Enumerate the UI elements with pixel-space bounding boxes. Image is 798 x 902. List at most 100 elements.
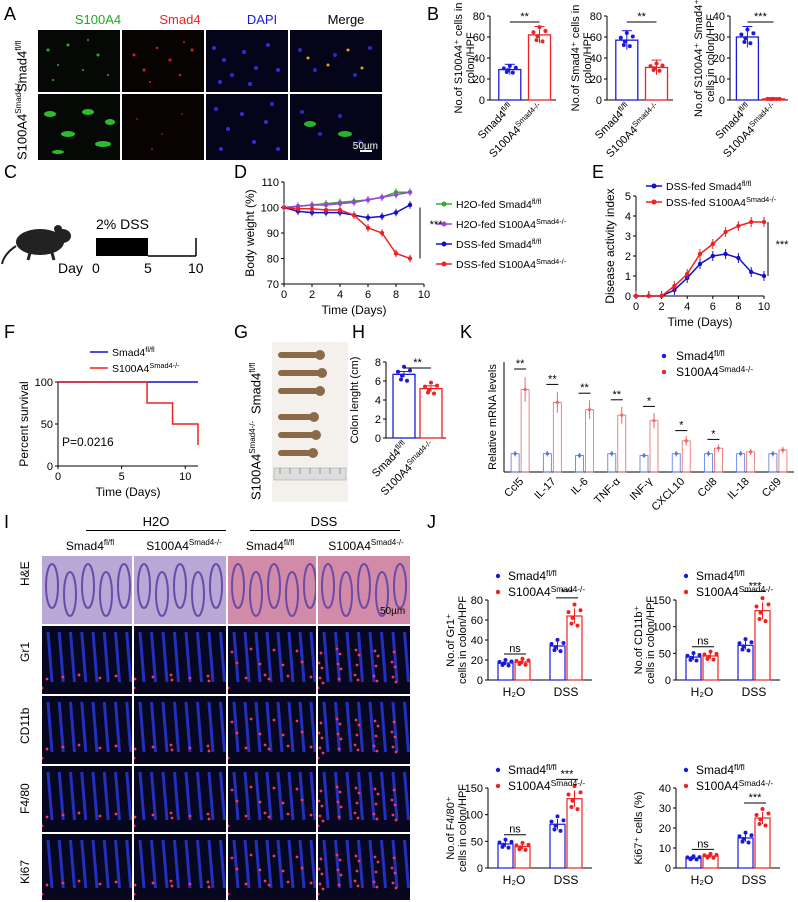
stained-cell (98, 676, 102, 680)
histology-ki67-col1 (42, 834, 132, 900)
chart-e-point (749, 269, 754, 275)
colon-row-label-flfl: Smad4fl/fl (248, 346, 268, 416)
col-label-i-3-base: Smad4 (245, 539, 284, 553)
chart-d-series-line (283, 191, 411, 209)
dss-treatment-bar (96, 238, 148, 256)
crypt-nuclei (334, 631, 341, 683)
chart-j1-legend-label-sup: Smad4-/- (551, 584, 586, 594)
stained-cell (230, 650, 234, 654)
chart-j1-point (514, 658, 519, 663)
chart-b3-sig: *** (754, 11, 768, 23)
stained-cell (309, 813, 313, 817)
chart-d-point (407, 202, 413, 208)
crypt-nuclei (322, 631, 330, 683)
crypt-nuclei (403, 631, 410, 683)
chart-e-point (697, 261, 703, 267)
histology-gr1-col3 (228, 626, 316, 694)
chart-j3-point (514, 843, 519, 848)
chart-j4-legend-marker (683, 783, 689, 789)
histology-he-col3 (228, 556, 316, 624)
chart-j4-point (685, 855, 690, 860)
crypt-nuclei (243, 701, 251, 753)
chart-j3-bar (566, 798, 583, 869)
chart-d-ytick-label: 70 (267, 279, 279, 291)
histology-cd11b-col4 (318, 696, 410, 764)
chart-f-legend-label-base: S100A4 (112, 363, 150, 375)
chart-j1-ytick-label: 0 (477, 675, 483, 687)
histology-speckle (134, 631, 226, 690)
crypt-nuclei (69, 701, 76, 753)
micrograph-a-s100a4-ko (38, 94, 120, 160)
histology-gr1-col4 (318, 626, 410, 694)
chart-k-xtick-label: Ccl9 (760, 476, 784, 500)
stained-cell (319, 857, 323, 861)
stained-cell (134, 747, 137, 751)
chart-b2-point (624, 30, 629, 35)
stained-cell (375, 679, 379, 683)
stained-cell (114, 880, 118, 884)
chart-d-point (309, 206, 315, 211)
chart-j3-legend-label-base: S100A4 (508, 779, 551, 793)
stained-cell (394, 750, 398, 754)
chart-j2-bar (685, 656, 702, 681)
col-label-i-1: Smad4fl/fl (48, 538, 132, 553)
chart-b3-point (765, 96, 770, 101)
stained-cell (151, 813, 155, 817)
stained-cell (393, 871, 397, 875)
chart-j2-point (694, 658, 699, 663)
stained-cell (390, 660, 394, 664)
chart-j3-xtick-label: DSS (554, 873, 579, 887)
chart-d-point (323, 207, 329, 213)
crypt-nuclei (80, 631, 88, 683)
stained-cell (356, 884, 360, 888)
col-label-i-2: S100A4Smad4-/- (134, 538, 234, 553)
chart-j2-sig: *** (749, 580, 763, 592)
chart-d-xtick-label: 8 (393, 289, 399, 301)
chart-k-xtick-label: CXCL10 (649, 476, 687, 514)
chart-b1-point (505, 68, 510, 73)
chart-j1-point (572, 602, 577, 607)
chart-j1-bar (497, 662, 514, 681)
crypt-nuclei (265, 631, 273, 683)
stained-cell (394, 818, 398, 822)
chart-j3-point (561, 818, 566, 823)
crypt-nuclei (298, 771, 306, 821)
stained-cell (42, 892, 44, 896)
crypt-nuclei (276, 839, 284, 889)
chart-b3-point (739, 32, 744, 37)
chart-d-point (407, 256, 413, 261)
histology-gr1-col2 (134, 626, 226, 694)
col-label-i-1-base: Smad4 (65, 539, 104, 553)
colon-row-label-flfl-sup: fl/fl (248, 362, 257, 373)
stained-cell (375, 885, 379, 889)
chart-k-point (513, 452, 517, 456)
crypt-nuclei (114, 631, 121, 683)
stained-cell (337, 677, 341, 681)
chart-b2-point (652, 66, 657, 71)
crypt-nuclei (254, 839, 262, 889)
micrograph-speckle (298, 46, 372, 77)
crypt-nuclei (357, 839, 364, 889)
chart-b1-point (535, 34, 540, 39)
chart-h-point (427, 387, 431, 392)
stained-cell (267, 883, 271, 887)
stained-cell (318, 882, 322, 886)
chart-d-point (351, 200, 357, 205)
chart-d-legend-label-sup: Smad4-/- (536, 217, 567, 226)
chart-j3-point (570, 798, 575, 803)
stained-cell (114, 744, 118, 748)
chart-h-bar (392, 373, 416, 439)
crypt-shape (117, 563, 131, 609)
crypt-nuclei (138, 701, 146, 753)
chart-e-point (710, 241, 715, 247)
stained-cell (353, 743, 357, 747)
chart-h-point (429, 380, 433, 385)
stained-cell (77, 811, 81, 815)
histology-speckle (228, 839, 316, 896)
crypt-nuclei (57, 631, 65, 683)
chart-j2-ytick-label: 0 (665, 675, 671, 687)
chart-j4-point (706, 854, 711, 859)
crypt-nuclei (46, 631, 54, 683)
crypt-nuclei (173, 631, 180, 683)
stained-cell (114, 812, 118, 816)
